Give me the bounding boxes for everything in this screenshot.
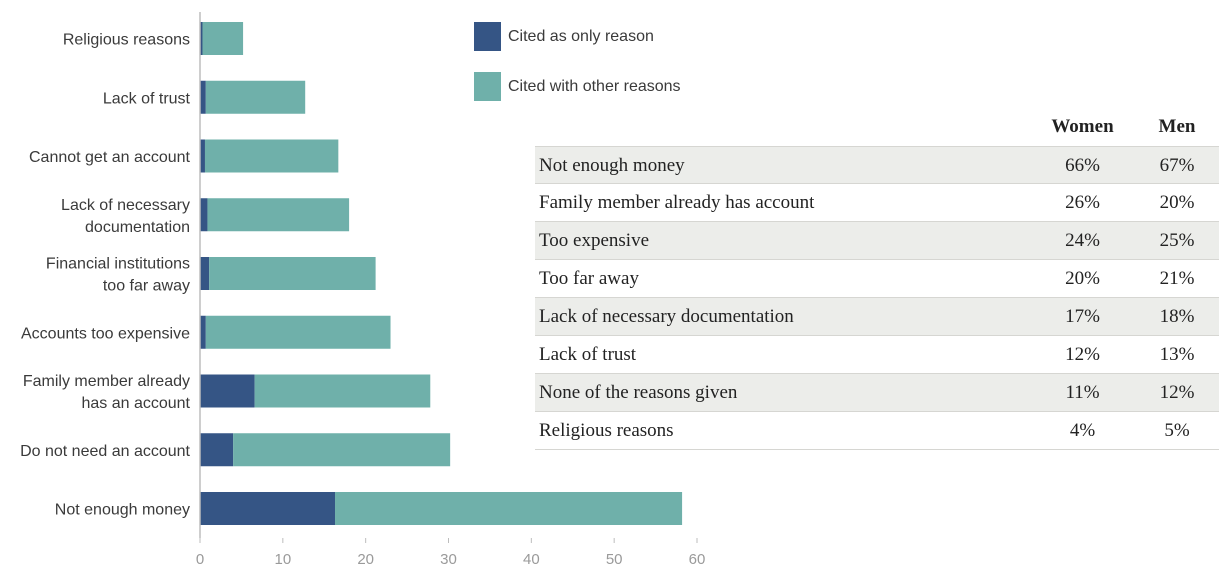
bar-other-reasons-8 (335, 492, 683, 525)
category-labels: Religious reasons Lack of trust Cannot get… (20, 32, 190, 519)
row-women-value: 26% (1065, 192, 1100, 213)
row-women-value: 4% (1069, 420, 1096, 441)
row-women-value: 11% (1065, 382, 1100, 403)
row-women-value: 12% (1065, 344, 1100, 365)
x-tick-label-0: 0 (196, 551, 204, 568)
row-reason: None of the reasons given (539, 382, 738, 403)
x-tick-label-6: 60 (689, 551, 706, 568)
legend-label-0: Cited as only reason (508, 28, 654, 45)
row-men-value: 67% (1159, 155, 1195, 176)
legend: Cited as only reason Cited with other rea… (474, 22, 681, 101)
x-tick-label-1: 10 (274, 551, 291, 568)
bar-only-reason-5 (200, 315, 206, 349)
row-reason: Not enough money (539, 155, 685, 176)
x-tick-label-4: 40 (523, 551, 540, 568)
row-reason: Too expensive (539, 230, 650, 251)
table-row: Lack of trust 12% 13% (535, 336, 1219, 374)
row-women-value: 66% (1065, 155, 1100, 176)
row-reason: Religious reasons (539, 420, 674, 441)
category-label-2: Cannot get an account (29, 149, 191, 166)
bar-only-reason-1 (200, 80, 206, 114)
row-women-value: 20% (1065, 268, 1100, 289)
bar-other-reasons-4 (209, 257, 376, 290)
table-row: Lack of necessary documentation 17% 18% (535, 298, 1219, 336)
bar-only-reason-8 (200, 492, 336, 525)
x-tick-label-3: 30 (440, 551, 457, 568)
bar-only-reason-4 (200, 257, 210, 290)
x-tick-label-5: 50 (606, 551, 623, 568)
row-reason: Too far away (539, 268, 639, 289)
table-row: Family member already has account 26% 20% (535, 184, 1219, 222)
row-women-value: 24% (1065, 230, 1100, 251)
category-label-3: Lack of necessary documentation (61, 197, 190, 236)
category-label-7: Do not need an account (20, 443, 190, 460)
row-men-value: 18% (1159, 306, 1195, 327)
row-women-value: 17% (1065, 306, 1100, 327)
column-header-women: Women (1051, 116, 1114, 137)
bar-other-reasons-0 (202, 22, 244, 55)
bar-only-reason-6 (200, 374, 255, 408)
legend-swatch-1 (474, 72, 501, 101)
bar-only-reason-7 (200, 433, 234, 467)
row-reason: Lack of necessary documentation (539, 306, 794, 327)
bar-other-reasons-2 (204, 139, 339, 173)
row-men-value: 20% (1159, 192, 1195, 213)
category-label-6: Family member already has an account (23, 373, 191, 412)
bar-other-reasons-5 (205, 315, 391, 349)
x-axis: 0 10 20 30 40 50 60 (196, 12, 706, 568)
table-row: Not enough money 66% 67% (535, 146, 1219, 184)
table-row: None of the reasons given 11% 12% (535, 374, 1219, 412)
table-row: Too far away 20% 21% (535, 260, 1219, 298)
category-label-4: Financial institutions too far away (46, 256, 190, 295)
column-header-men: Men (1158, 116, 1196, 137)
category-label-0: Religious reasons (63, 32, 190, 49)
table-header: Women Men (535, 110, 1219, 146)
row-reason: Lack of trust (539, 344, 637, 365)
reasons-by-gender-table: Women Men Not enough money 66% 67% Family m… (535, 110, 1219, 450)
bar-only-reason-2 (200, 139, 205, 173)
bar-other-reasons-1 (205, 80, 306, 114)
x-tick-label-2: 20 (357, 551, 374, 568)
bar-only-reason-3 (200, 198, 208, 232)
bar-other-reasons-7 (233, 433, 451, 467)
bar-only-reason-0 (200, 22, 203, 55)
table-body: Not enough money 66% 67% Family member alre… (535, 146, 1219, 450)
category-label-8: Not enough money (55, 502, 190, 519)
row-men-value: 5% (1164, 420, 1190, 441)
row-men-value: 21% (1159, 268, 1195, 289)
table-row: Religious reasons 4% 5% (535, 412, 1219, 450)
row-men-value: 13% (1159, 344, 1195, 365)
table-row: Too expensive 24% 25% (535, 222, 1219, 260)
row-men-value: 25% (1159, 230, 1195, 251)
row-reason: Family member already has account (539, 192, 815, 213)
bar-other-reasons-6 (254, 374, 431, 408)
legend-swatch-0 (474, 22, 501, 51)
bars-layer (200, 22, 683, 525)
row-men-value: 12% (1159, 382, 1195, 403)
category-label-5: Accounts too expensive (21, 325, 190, 342)
legend-label-1: Cited with other reasons (508, 78, 681, 95)
bar-other-reasons-3 (207, 198, 350, 232)
category-label-1: Lack of trust (103, 90, 191, 107)
